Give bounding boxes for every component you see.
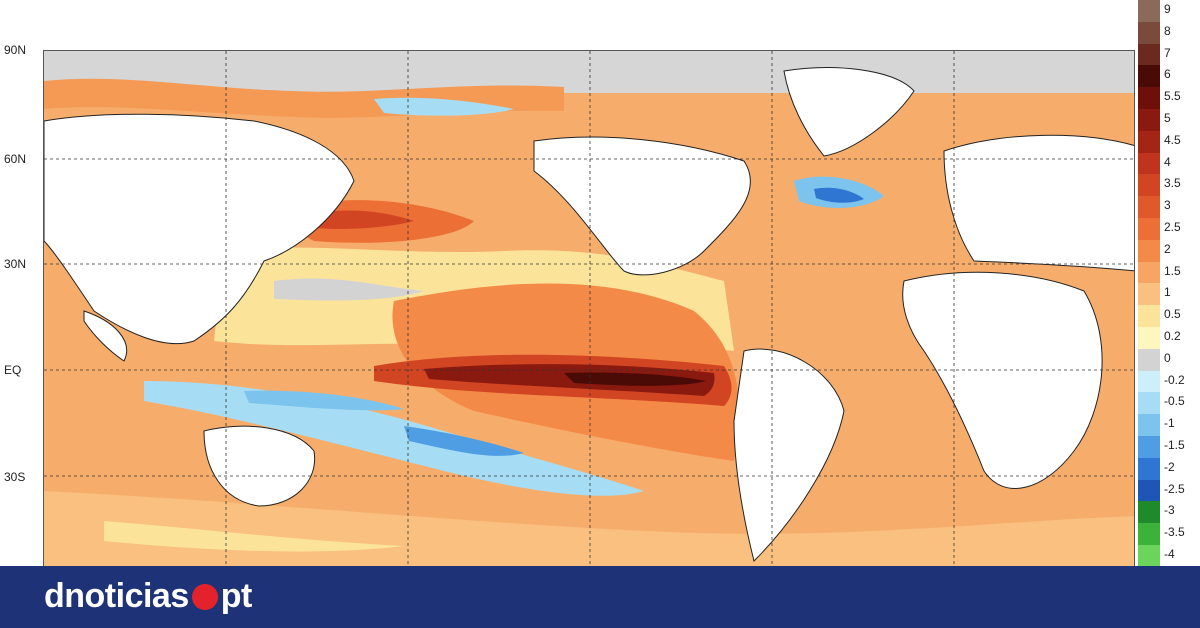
colorbar-swatch <box>1138 43 1160 66</box>
colorbar-swatch <box>1138 436 1160 459</box>
colorbar-swatch <box>1138 109 1160 132</box>
lat-label-90n: 90N <box>4 43 27 57</box>
colorbar-label: 1 <box>1164 285 1171 300</box>
colorbar-swatch <box>1138 65 1160 88</box>
colorbar-swatch <box>1138 21 1160 45</box>
colorbar-swatch <box>1138 87 1160 110</box>
lat-label-eq: EQ <box>4 363 22 377</box>
colorbar-swatch <box>1138 174 1160 197</box>
colorbar-swatch <box>1138 523 1160 546</box>
brand-dot-icon <box>191 584 218 610</box>
lat-label-30s: 30S <box>4 470 26 484</box>
colorbar-label: 1.5 <box>1164 263 1181 278</box>
anomaly-field <box>44 51 1134 567</box>
brand-tld: pt <box>220 576 253 615</box>
north-pacific-hot-core <box>304 210 414 229</box>
colorbar-swatch <box>1138 261 1160 284</box>
colorbar-swatch <box>1138 370 1160 393</box>
colorbar-swatch <box>1138 152 1160 175</box>
colorbar-label: 5.5 <box>1164 89 1181 104</box>
colorbar-label: -4 <box>1164 547 1175 561</box>
europe-landmass <box>943 134 1134 272</box>
colorbar-label: 3 <box>1164 198 1171 213</box>
colorbar-label: 8 <box>1164 23 1171 38</box>
colorbar-swatch <box>1138 327 1160 350</box>
colorbar-swatch <box>1138 239 1160 263</box>
colorbar-label: 5 <box>1164 111 1171 125</box>
colorbar-swatch <box>1138 283 1160 306</box>
colorbar-label: 0 <box>1164 350 1171 365</box>
graticule <box>44 51 1134 567</box>
south-america-landmass <box>733 348 845 562</box>
australia-landmass <box>203 425 316 507</box>
colorbar-swatch <box>1138 218 1160 241</box>
colorbar-label: 3.5 <box>1164 176 1181 191</box>
brand-logo[interactable]: dnoticias pt <box>44 576 252 616</box>
colorbar-label: 4 <box>1164 154 1171 169</box>
colorbar-label: 0.5 <box>1164 307 1181 322</box>
colorbar-label: 2 <box>1164 241 1171 256</box>
lat-label-60n: 60N <box>4 152 27 166</box>
colorbar-label: -1 <box>1164 416 1175 431</box>
lat-label-30n: 30N <box>4 257 27 271</box>
south-pacific-cold-core <box>404 426 524 456</box>
colorbar-label: 0.2 <box>1164 329 1181 343</box>
colorbar-label: 7 <box>1164 45 1171 60</box>
colorbar-swatch <box>1138 348 1160 372</box>
colorbar-swatch <box>1138 414 1160 437</box>
colorbar-swatch <box>1138 501 1160 524</box>
greenland-landmass <box>783 67 915 157</box>
south-pacific-cool-band <box>144 381 644 496</box>
colorbar-label: -0.5 <box>1164 394 1185 409</box>
colorbar-label: -3 <box>1164 503 1175 518</box>
colorbar-label: -3.5 <box>1164 525 1185 540</box>
colorbar-legend: 9 8 7 6 5.5 5 4.5 4 3.5 3 2.5 2 1.5 1 0.5 0.2 0 -0.2 -0.5 -… <box>1138 0 1200 568</box>
colorbar-label: -1.5 <box>1164 438 1185 452</box>
colorbar-label: -2.5 <box>1164 481 1185 496</box>
el-nino-peak <box>564 372 706 386</box>
colorbar-swatch <box>1138 479 1160 502</box>
colorbar-label: -2 <box>1164 459 1175 474</box>
north-america-landmass <box>533 136 751 276</box>
colorbar-swatch <box>1138 305 1160 328</box>
southern-pale-patch <box>104 521 404 552</box>
central-pacific-neutral-patch <box>274 278 424 301</box>
colorbar-swatch <box>1138 392 1160 415</box>
map-panel <box>43 50 1135 568</box>
arctic-cool-patch <box>374 97 514 116</box>
north-atlantic-cold-core <box>814 187 864 203</box>
colorbar-label: -0.2 <box>1164 372 1185 387</box>
colorbar-swatch <box>1138 0 1160 23</box>
colorbar-swatch <box>1138 196 1160 219</box>
brand-name: dnoticias <box>44 576 189 615</box>
colorbar-label: 6 <box>1164 67 1171 82</box>
colorbar-label: 4.5 <box>1164 132 1181 147</box>
colorbar-label: 2.5 <box>1164 220 1181 234</box>
colorbar-label: 9 <box>1164 2 1171 16</box>
colorbar-swatch <box>1138 457 1160 481</box>
india-landmass <box>83 310 128 362</box>
maritime-cool-patch <box>244 390 404 411</box>
el-nino-core <box>424 364 715 396</box>
asia-landmass <box>44 113 355 345</box>
africa-landmass <box>902 271 1103 489</box>
colorbar-swatch <box>1138 130 1160 154</box>
colorbar-swatch <box>1138 545 1160 568</box>
